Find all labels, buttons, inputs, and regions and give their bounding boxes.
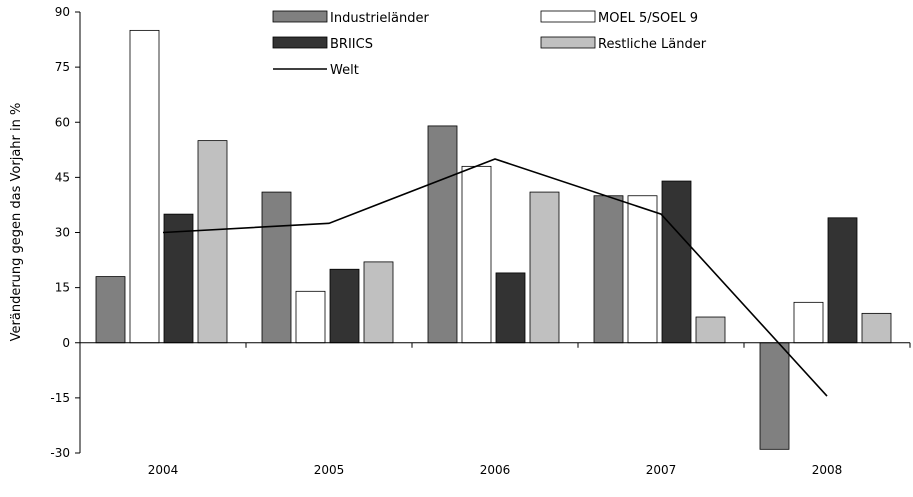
series-line-welt [162, 158, 828, 397]
y-tick-labels: -30 -15 0 15 30 45 60 75 90 [50, 5, 70, 460]
y-tick-label: 75 [55, 60, 70, 74]
x-tick-label: 2006 [480, 463, 511, 477]
bar [95, 276, 126, 344]
legend-swatch [540, 10, 596, 23]
x-tick-label: 2008 [812, 463, 843, 477]
y-tick-label: 90 [55, 5, 70, 19]
bar [495, 272, 526, 344]
x-tick-label: 2004 [148, 463, 179, 477]
x-tick-label: 2007 [646, 463, 677, 477]
bar [427, 125, 458, 344]
bar [363, 261, 394, 344]
y-tick-label: 15 [55, 281, 70, 295]
y-tick-label: 30 [55, 226, 70, 240]
bar [329, 268, 360, 344]
legend-label: Welt [330, 63, 359, 78]
bar [759, 342, 790, 450]
bar [129, 29, 160, 344]
legend-swatch [540, 36, 596, 49]
world-line-layer [162, 158, 828, 397]
legend-label: Industrieländer [330, 11, 429, 26]
legend: Industrieländer MOEL 5/SOEL 9 BRIICS Restli… [272, 10, 707, 78]
bars [95, 29, 892, 450]
bar [661, 180, 692, 344]
x-tick-label: 2005 [314, 463, 345, 477]
x-axis [80, 342, 911, 348]
y-axis-label: Veränderung gegen das Vorjahr in % [9, 103, 24, 342]
y-tick-label: -30 [50, 446, 70, 460]
y-tick-label: -15 [50, 391, 70, 405]
bar [793, 301, 824, 344]
y-tick-label: 45 [55, 170, 70, 184]
bar [695, 316, 726, 344]
legend-label: Restliche Länder [598, 37, 707, 52]
legend-swatch [272, 10, 328, 23]
y-axis [75, 11, 81, 454]
bar [261, 191, 292, 344]
y-tick-label: 0 [62, 336, 70, 350]
bar [197, 140, 228, 344]
legend-swatch [272, 36, 328, 49]
bar [627, 195, 658, 344]
bar [163, 213, 194, 344]
bar [861, 312, 892, 344]
bar [593, 195, 624, 344]
bar [529, 191, 560, 344]
legend-label: MOEL 5/SOEL 9 [598, 11, 698, 26]
y-tick-label: 60 [55, 115, 70, 129]
bar [827, 217, 858, 344]
legend-label: BRIICS [330, 37, 373, 52]
bar [461, 165, 492, 344]
x-tick-labels: 2004 2005 2006 2007 2008 [148, 463, 843, 477]
bar [295, 290, 326, 344]
